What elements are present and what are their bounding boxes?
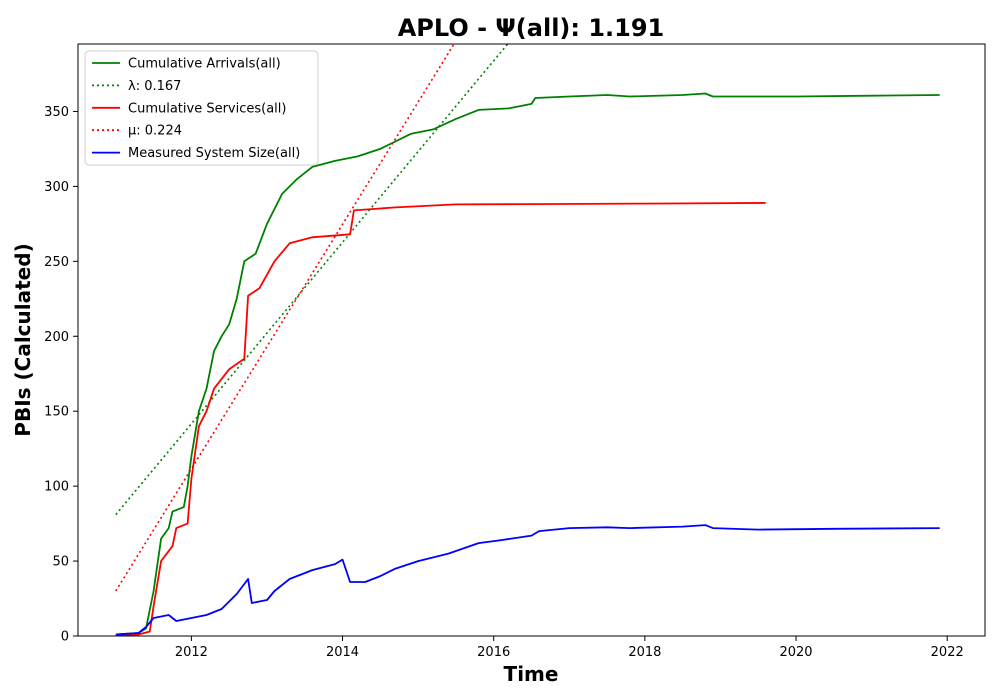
plot-frame xyxy=(77,43,986,637)
legend-label-5: Measured System Size(all) xyxy=(128,146,300,161)
plot-lines xyxy=(115,44,940,636)
y-tick-label: 250 xyxy=(44,255,69,270)
x-axis: 2012 2014 2016 2018 2020 2022 xyxy=(175,636,964,660)
legend-label-2: λ: 0.167 xyxy=(128,79,181,94)
x-tick-label: 2022 xyxy=(931,645,964,660)
y-axis-label: PBIs (Calculated) xyxy=(11,243,35,436)
x-tick-label: 2012 xyxy=(175,645,208,660)
x-axis-label: Time xyxy=(504,662,559,686)
legend: Cumulative Arrivals(all) λ: 0.167 Cumulati… xyxy=(84,50,319,166)
y-tick-label: 300 xyxy=(44,180,69,195)
series-line-1 xyxy=(115,92,940,636)
x-tick-label: 2014 xyxy=(326,645,359,660)
legend-label-3: Cumulative Services(all) xyxy=(128,101,286,116)
y-tick-label: 200 xyxy=(44,330,69,345)
x-tick-label: 2020 xyxy=(779,645,812,660)
chart-title: APLO - Ψ(all): 1.191 xyxy=(398,14,665,42)
y-tick-label: 350 xyxy=(44,105,69,120)
y-axis: 0 50 100 150 200 250 300 350 xyxy=(44,105,78,645)
series-line-2 xyxy=(115,44,509,516)
legend-box xyxy=(84,50,319,166)
series-line-5 xyxy=(115,524,940,636)
y-tick-label: 100 xyxy=(44,480,69,495)
x-tick-label: 2018 xyxy=(628,645,661,660)
x-tick-label: 2016 xyxy=(477,645,510,660)
legend-label-1: Cumulative Arrivals(all) xyxy=(128,57,281,72)
legend-label-4: μ: 0.224 xyxy=(128,124,182,139)
y-tick-label: 150 xyxy=(44,405,69,420)
y-tick-label: 0 xyxy=(61,630,69,645)
y-tick-label: 50 xyxy=(52,555,69,570)
series-line-3 xyxy=(115,202,766,636)
